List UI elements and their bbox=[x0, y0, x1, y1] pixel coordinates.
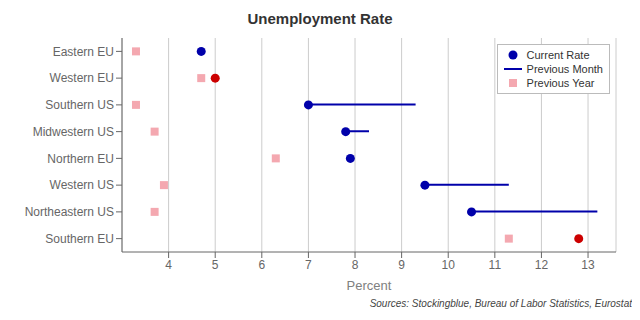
html-text:Previous Month: Previous Month bbox=[526, 63, 603, 75]
html-text:Previous Year: Previous Year bbox=[526, 77, 595, 89]
svg-text:Western EU: Western EU bbox=[50, 71, 114, 85]
svg-text:4: 4 bbox=[165, 258, 172, 272]
html-text:Unemployment Rate: Unemployment Rate bbox=[247, 10, 393, 27]
svg-text:13: 13 bbox=[581, 258, 595, 272]
svg-text:6: 6 bbox=[258, 258, 265, 272]
svg-text:5: 5 bbox=[212, 258, 219, 272]
html-text:Sources: Stockingblue, Bureau: Sources: Stockingblue, Bureau of Labor S… bbox=[369, 298, 632, 309]
svg-text:12: 12 bbox=[535, 258, 549, 272]
svg-text:8: 8 bbox=[352, 258, 359, 272]
svg-text:Northeastern US: Northeastern US bbox=[25, 205, 114, 219]
svg-text:10: 10 bbox=[442, 258, 456, 272]
svg-text:7: 7 bbox=[305, 258, 312, 272]
svg-text:Percent: Percent bbox=[347, 278, 392, 293]
svg-text:Midwestern US: Midwestern US bbox=[33, 125, 114, 139]
html-text:Current Rate: Current Rate bbox=[526, 49, 590, 61]
svg-text:9: 9 bbox=[398, 258, 405, 272]
svg-text:Western US: Western US bbox=[50, 178, 114, 192]
svg-text:Southern EU: Southern EU bbox=[45, 232, 114, 246]
svg-text:Eastern EU: Eastern EU bbox=[53, 45, 114, 59]
svg-text:Northern EU: Northern EU bbox=[47, 152, 114, 166]
svg-text:Southern US: Southern US bbox=[45, 98, 114, 112]
svg-text:11: 11 bbox=[489, 258, 502, 272]
